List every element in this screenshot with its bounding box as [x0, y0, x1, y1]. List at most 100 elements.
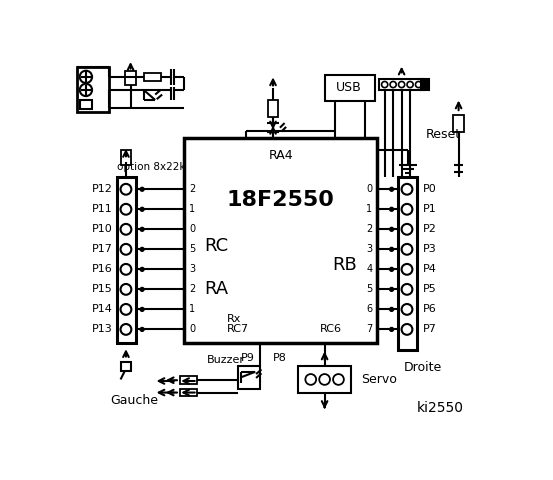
- Bar: [453, 115, 464, 132]
- Text: RC7: RC7: [227, 324, 249, 335]
- Circle shape: [401, 324, 413, 335]
- Bar: [238, 366, 260, 389]
- Text: 5: 5: [189, 244, 195, 254]
- Circle shape: [390, 82, 396, 88]
- Text: RC6: RC6: [320, 324, 342, 335]
- Bar: [185, 138, 377, 343]
- Circle shape: [390, 308, 394, 312]
- Text: P10: P10: [92, 224, 113, 234]
- Circle shape: [390, 228, 394, 231]
- Circle shape: [390, 187, 394, 191]
- Circle shape: [121, 324, 132, 335]
- Text: Gauche: Gauche: [111, 394, 158, 407]
- Circle shape: [407, 82, 413, 88]
- Circle shape: [305, 374, 316, 385]
- Circle shape: [390, 288, 394, 291]
- Circle shape: [333, 374, 344, 385]
- Bar: [144, 73, 160, 81]
- Text: P1: P1: [423, 204, 437, 214]
- Text: 18F2550: 18F2550: [227, 190, 335, 210]
- Circle shape: [401, 224, 413, 235]
- Text: ki2550: ki2550: [416, 401, 463, 415]
- Text: P0: P0: [423, 184, 437, 194]
- Circle shape: [140, 267, 144, 271]
- Text: 3: 3: [366, 244, 372, 254]
- Circle shape: [80, 71, 92, 83]
- Circle shape: [390, 207, 394, 211]
- Text: Reset: Reset: [426, 128, 461, 141]
- Circle shape: [140, 207, 144, 211]
- Bar: [180, 389, 197, 396]
- Bar: [299, 366, 351, 393]
- Text: P8: P8: [273, 353, 287, 363]
- Text: option 8x22k: option 8x22k: [117, 162, 186, 172]
- Circle shape: [140, 247, 144, 251]
- Text: P17: P17: [92, 244, 113, 254]
- Circle shape: [121, 304, 132, 315]
- Circle shape: [401, 264, 413, 275]
- Text: 0: 0: [189, 324, 195, 335]
- Text: 4: 4: [366, 264, 372, 275]
- Circle shape: [121, 244, 132, 255]
- Text: P6: P6: [423, 304, 437, 314]
- Text: P9: P9: [241, 353, 254, 363]
- Bar: [325, 74, 375, 101]
- Text: RC: RC: [205, 237, 229, 255]
- Circle shape: [390, 327, 394, 331]
- Circle shape: [121, 264, 132, 275]
- Text: RA4: RA4: [268, 149, 293, 162]
- Circle shape: [415, 82, 421, 88]
- Text: P14: P14: [92, 304, 113, 314]
- Text: P12: P12: [92, 184, 113, 194]
- Bar: [398, 177, 417, 350]
- Circle shape: [401, 184, 413, 195]
- Bar: [268, 100, 278, 117]
- Text: 3: 3: [189, 264, 195, 275]
- Bar: [77, 67, 109, 111]
- Circle shape: [140, 327, 144, 331]
- Text: RB: RB: [332, 256, 357, 275]
- Text: P13: P13: [92, 324, 113, 335]
- Circle shape: [140, 308, 144, 312]
- Text: 2: 2: [366, 224, 372, 234]
- Text: 2: 2: [189, 284, 195, 294]
- Text: RA: RA: [205, 279, 229, 298]
- Circle shape: [140, 187, 144, 191]
- Text: P15: P15: [92, 284, 113, 294]
- Text: P4: P4: [423, 264, 437, 275]
- Text: 1: 1: [189, 204, 195, 214]
- Circle shape: [140, 228, 144, 231]
- Text: 0: 0: [189, 224, 195, 234]
- Text: Rx: Rx: [227, 314, 241, 324]
- Text: USB: USB: [336, 81, 362, 94]
- Bar: [80, 100, 92, 109]
- Bar: [378, 79, 423, 90]
- Text: P5: P5: [423, 284, 437, 294]
- Bar: [121, 150, 132, 166]
- Text: Servo: Servo: [362, 373, 398, 386]
- Bar: [117, 177, 136, 343]
- Circle shape: [140, 288, 144, 291]
- Text: P7: P7: [423, 324, 437, 335]
- Text: 2: 2: [189, 184, 195, 194]
- Text: 7: 7: [366, 324, 372, 335]
- Text: 5: 5: [366, 284, 372, 294]
- Bar: [125, 72, 136, 85]
- Circle shape: [390, 247, 394, 251]
- Text: 1: 1: [366, 204, 372, 214]
- Circle shape: [121, 284, 132, 295]
- Circle shape: [382, 82, 388, 88]
- Circle shape: [80, 84, 92, 96]
- Circle shape: [121, 204, 132, 215]
- Circle shape: [401, 204, 413, 215]
- Bar: [121, 362, 132, 371]
- Text: Droite: Droite: [403, 360, 441, 373]
- Text: 1: 1: [189, 304, 195, 314]
- Circle shape: [401, 284, 413, 295]
- Circle shape: [121, 224, 132, 235]
- Text: P11: P11: [92, 204, 113, 214]
- Circle shape: [390, 267, 394, 271]
- Text: P3: P3: [423, 244, 437, 254]
- Circle shape: [319, 374, 330, 385]
- Circle shape: [401, 304, 413, 315]
